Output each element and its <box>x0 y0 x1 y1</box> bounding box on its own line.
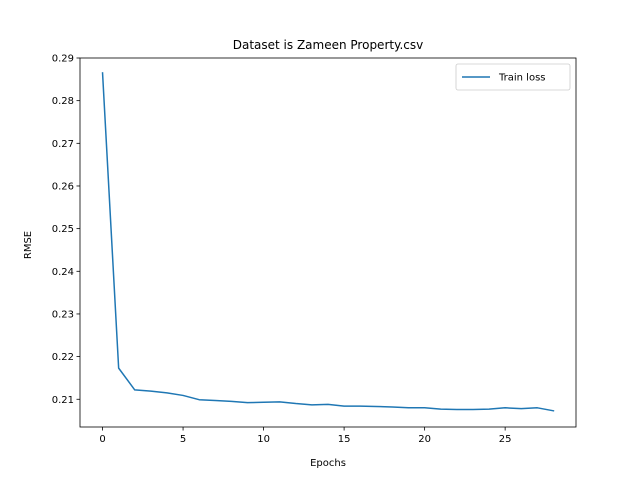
axes-frame <box>79 57 577 428</box>
y-tick-label: 0.29 <box>52 54 74 65</box>
x-tick-label: 0 <box>99 434 105 445</box>
y-axis-label: RMSE <box>23 231 34 259</box>
y-tick-label: 0.22 <box>52 352 74 363</box>
y-tick-label: 0.25 <box>52 224 74 235</box>
x-tick-label: 20 <box>418 434 431 445</box>
legend-box <box>455 63 571 91</box>
y-tick-label: 0.26 <box>52 181 74 192</box>
y-tick-label: 0.27 <box>52 139 74 150</box>
x-tick-label: 10 <box>257 434 270 445</box>
y-tick-label: 0.28 <box>52 96 74 107</box>
y-tick-label: 0.24 <box>52 267 74 278</box>
series-line-0 <box>101 72 555 412</box>
x-tick-label: 5 <box>180 434 186 445</box>
x-tick-label: 15 <box>338 434 351 445</box>
y-tick-label: 0.21 <box>52 395 74 406</box>
x-axis-label: Epochs <box>310 458 346 469</box>
chart-title: Dataset is Zameen Property.csv <box>233 38 424 52</box>
legend-label: Train loss <box>498 73 546 84</box>
x-tick-label: 25 <box>499 434 512 445</box>
plot-area: 0 5 10 15 20 25 0.21 0.22 0.23 0.24 0.25 0.26 0.27 0.… <box>52 54 577 445</box>
y-tick-label: 0.23 <box>52 309 74 320</box>
